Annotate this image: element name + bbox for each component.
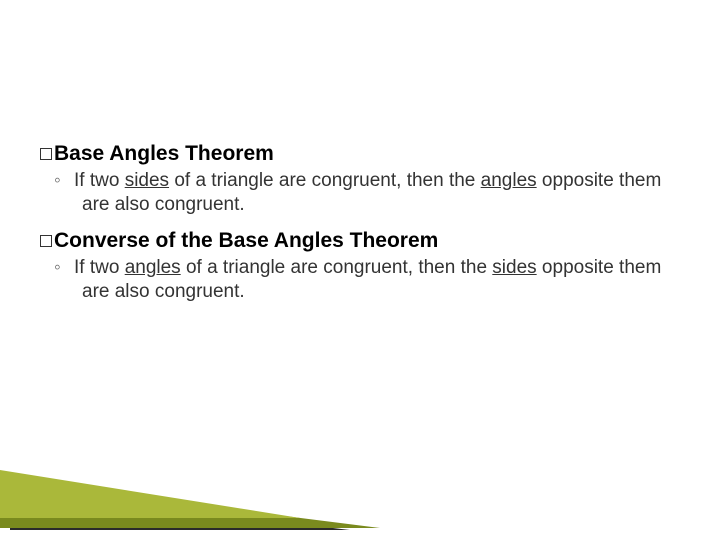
slide-content: Base Angles Theorem ◦If two sides of a t… <box>40 140 680 314</box>
heading1-prefix: Base <box>54 142 104 165</box>
bullet-base-angles: ◦If two sides of a triangle are congruen… <box>68 169 680 217</box>
heading2-prefix: Converse <box>54 229 150 252</box>
bullet1-ul1: sides <box>125 170 169 191</box>
bullet2-ul1: angles <box>125 257 181 278</box>
bullet2-ul2: sides <box>492 257 536 278</box>
bullet1-a: If two <box>74 170 125 191</box>
bullet-converse: ◦If two angles of a triangle are congrue… <box>68 256 680 304</box>
decorative-footer <box>0 440 720 530</box>
square-bullet-icon <box>40 235 52 247</box>
bullet2-a: If two <box>74 257 125 278</box>
bullet1-b: of a triangle are congruent, then the <box>169 170 481 191</box>
heading-converse: Converse of the Base Angles Theorem <box>40 227 680 254</box>
heading2-rest: of the Base Angles Theorem <box>150 229 439 252</box>
heading-base-angles: Base Angles Theorem <box>40 140 680 167</box>
bullet1-ul2: angles <box>481 170 537 191</box>
heading1-rest: Angles Theorem <box>104 142 274 165</box>
square-bullet-icon <box>40 148 52 160</box>
bullet2-b: of a triangle are congruent, then the <box>181 257 493 278</box>
